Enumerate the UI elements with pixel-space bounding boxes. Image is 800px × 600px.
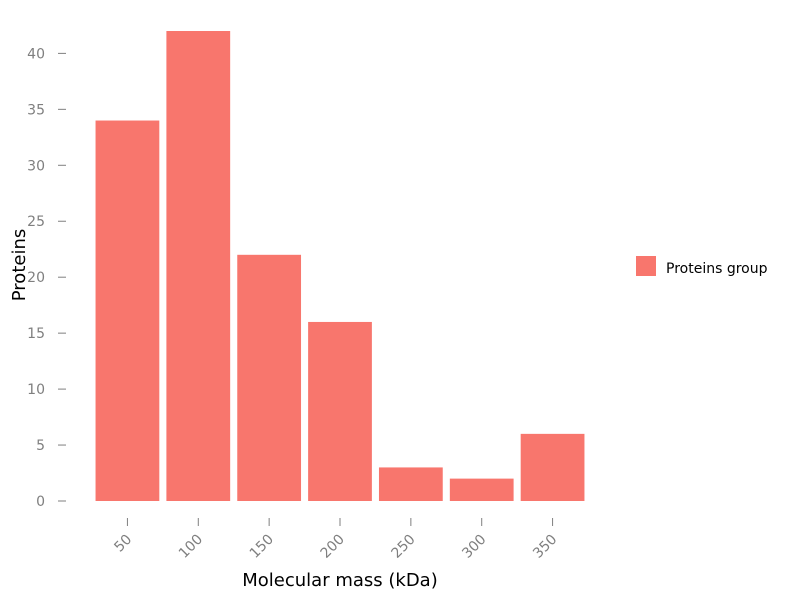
y-tick-label: 25 — [27, 214, 45, 230]
legend-swatch — [636, 256, 656, 276]
y-tick-label: 5 — [36, 438, 45, 454]
y-tick-label: 30 — [27, 158, 45, 174]
bar — [308, 321, 372, 501]
y-tick-label: 10 — [27, 382, 45, 398]
x-tick-label: 250 — [388, 532, 418, 562]
plot-area — [95, 31, 585, 502]
x-axis: 50 100 150 200 250 300 350 — [111, 518, 560, 562]
y-tick-label: 0 — [36, 494, 45, 510]
y-tick-label: 20 — [27, 270, 45, 286]
y-axis-title: Proteins — [9, 229, 30, 301]
y-tick-label: 15 — [27, 326, 45, 342]
x-tick-label: 300 — [459, 532, 489, 562]
x-tick-label: 350 — [530, 532, 560, 562]
x-tick-label: 50 — [111, 532, 135, 556]
bar — [520, 433, 585, 501]
x-axis-title: Molecular mass (kDa) — [242, 570, 437, 591]
bar — [378, 467, 443, 501]
y-tick-label: 40 — [27, 46, 45, 62]
x-tick-label: 100 — [176, 532, 206, 562]
bar — [166, 31, 231, 501]
legend: Proteins group — [636, 256, 768, 277]
bar — [449, 478, 514, 501]
legend-label: Proteins group — [666, 261, 768, 277]
y-tick-label: 35 — [27, 102, 45, 118]
x-tick-label: 150 — [247, 532, 277, 562]
y-axis: 0 5 10 15 20 25 30 35 40 — [27, 46, 66, 510]
x-tick-label: 200 — [318, 532, 348, 562]
bar — [95, 120, 160, 502]
bar — [237, 254, 302, 501]
